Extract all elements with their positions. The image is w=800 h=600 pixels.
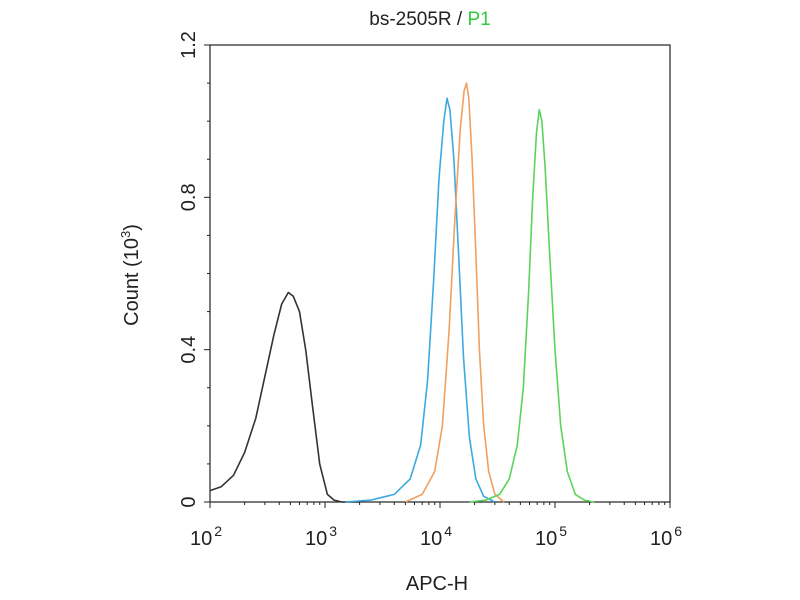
y-tick-label-group: 0.4 (178, 336, 200, 364)
y-tick-label: 0 (178, 496, 200, 507)
y-tick-label-group: 0.8 (178, 183, 200, 211)
y-tick-label-group: 1.2 (178, 31, 200, 59)
x-axis-label: APC-H (406, 573, 468, 595)
x-tick-label: 10 4 (420, 523, 452, 550)
y-tick-label: 0.8 (178, 183, 200, 211)
series-layer (209, 82, 595, 503)
plot-frame (209, 44, 671, 503)
chart-title: bs-2505R / P1 (369, 9, 490, 30)
x-tick-label: 10 3 (305, 523, 337, 550)
y-axis-unit-base: 10 (121, 238, 143, 260)
x-tick-label: 10 5 (535, 523, 567, 550)
svg-text:Count (103): Count (103) (118, 224, 143, 326)
y-axis-ticks: 0 0.4 0.8 1.2 (178, 31, 210, 508)
series-line-1 (209, 291, 360, 503)
series-line-2 (345, 97, 496, 503)
x-tick-label: 10 6 (650, 523, 682, 550)
y-tick-label-group: 0 (178, 496, 200, 507)
y-axis-unit-exp: 3 (118, 231, 133, 238)
series-line-4 (469, 108, 595, 503)
y-axis-label-text: Count (121, 272, 143, 326)
series-line-3 (405, 82, 505, 503)
chart-title-separator: / (452, 9, 468, 30)
chart-title-part1: bs-2505R (369, 9, 451, 30)
x-tick-label: 10 2 (190, 523, 222, 550)
chart-title-part2: P1 (467, 9, 490, 30)
y-tick-label: 0.4 (178, 336, 200, 364)
x-axis-ticks: 10 2 10 3 10 4 10 5 10 6 (190, 502, 682, 550)
y-tick-label: 1.2 (178, 31, 200, 59)
y-axis-label: Count (103) (118, 224, 143, 326)
